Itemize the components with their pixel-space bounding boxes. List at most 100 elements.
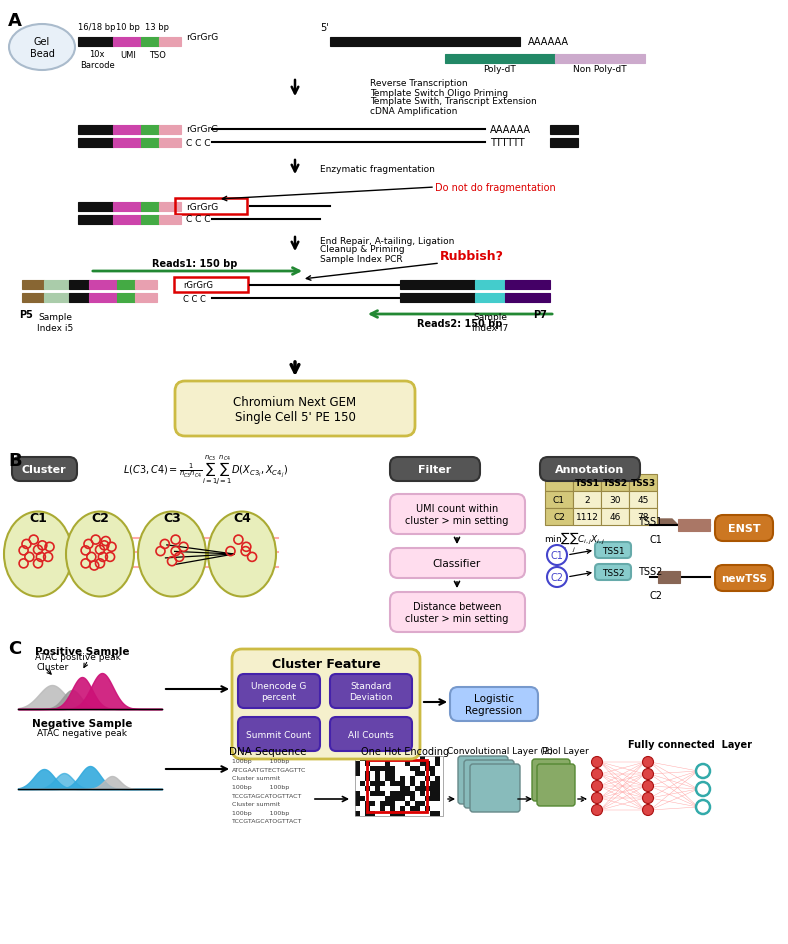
Bar [117, 294, 135, 303]
Bar [400, 796, 405, 801]
Bar [360, 767, 365, 771]
Bar [395, 776, 400, 781]
Bar [420, 801, 425, 806]
Text: Cleanup & Priming: Cleanup & Priming [320, 245, 404, 254]
Bar [420, 771, 425, 776]
Text: Rubbish?: Rubbish? [440, 249, 504, 262]
Text: 78: 78 [637, 513, 649, 521]
Text: C4: C4 [233, 512, 251, 525]
Bar [425, 767, 429, 771]
Bar [370, 782, 375, 785]
Bar [400, 806, 405, 811]
Bar [629, 509, 657, 526]
Text: TSS2: TSS2 [602, 568, 624, 577]
Bar [330, 38, 520, 47]
Bar [420, 786, 425, 791]
Bar [390, 796, 395, 801]
Bar [355, 786, 359, 791]
Bar [365, 771, 370, 776]
Text: Cluster summit: Cluster summit [232, 776, 280, 781]
Bar [430, 786, 435, 791]
FancyBboxPatch shape [330, 717, 412, 751]
Bar [380, 771, 385, 776]
Bar [545, 492, 573, 509]
Circle shape [592, 804, 603, 816]
Bar [390, 761, 395, 766]
Bar [365, 776, 370, 781]
Bar [420, 791, 425, 796]
Text: 10x
Barcode: 10x Barcode [80, 50, 114, 70]
Bar [390, 801, 395, 806]
Text: Cluster summit: Cluster summit [232, 801, 280, 806]
Bar [360, 811, 365, 816]
Bar [601, 475, 629, 492]
FancyBboxPatch shape [330, 674, 412, 708]
Text: Gel
Bead: Gel Bead [30, 37, 54, 59]
Text: 2: 2 [584, 496, 589, 504]
Text: Cluster: Cluster [36, 662, 69, 671]
Bar [425, 791, 429, 796]
Bar [475, 294, 505, 303]
Text: C C C: C C C [186, 215, 210, 225]
Bar [435, 786, 440, 791]
Bar [400, 280, 475, 290]
Bar [415, 791, 420, 796]
Bar [390, 791, 395, 796]
Bar [425, 786, 429, 791]
Bar [395, 761, 400, 766]
Bar [159, 216, 181, 225]
Text: P7: P7 [533, 310, 547, 320]
Text: TTTTTT: TTTTTT [490, 138, 525, 148]
Bar [375, 796, 380, 801]
Bar [355, 771, 359, 776]
FancyBboxPatch shape [537, 765, 575, 806]
Bar [113, 38, 141, 47]
Bar [78, 203, 113, 211]
Bar [445, 55, 555, 64]
Bar [425, 796, 429, 801]
Bar [405, 806, 410, 811]
Bar [89, 280, 117, 290]
Bar [435, 761, 440, 766]
Bar [385, 796, 390, 801]
FancyBboxPatch shape [238, 717, 320, 751]
Bar [410, 782, 414, 785]
Bar [629, 475, 657, 492]
Text: C1: C1 [551, 550, 563, 561]
Text: Cluster Feature: Cluster Feature [272, 658, 381, 671]
Bar [385, 782, 390, 785]
Bar [435, 806, 440, 811]
Bar [410, 756, 414, 761]
Text: C2: C2 [650, 590, 663, 600]
FancyBboxPatch shape [450, 687, 538, 721]
FancyBboxPatch shape [540, 458, 640, 481]
Bar [415, 767, 420, 771]
Bar [365, 782, 370, 785]
Bar [360, 801, 365, 806]
Text: $\min\sum_i\sum_j C_{i,j}X_{i,j}$: $\min\sum_i\sum_j C_{i,j}X_{i,j}$ [545, 531, 606, 554]
Text: Reads1: 150 bp: Reads1: 150 bp [152, 259, 238, 269]
Bar [375, 806, 380, 811]
Bar [390, 771, 395, 776]
Bar [400, 294, 475, 303]
Bar [385, 771, 390, 776]
Bar [420, 756, 425, 761]
Text: Reads2: 150 bp: Reads2: 150 bp [418, 319, 503, 329]
Bar [360, 756, 365, 761]
FancyBboxPatch shape [12, 458, 77, 481]
Text: newTSS: newTSS [721, 573, 767, 583]
Bar [410, 791, 414, 796]
Bar [420, 776, 425, 781]
Text: TSS2: TSS2 [638, 566, 663, 577]
Bar [435, 796, 440, 801]
Bar [415, 756, 420, 761]
Circle shape [696, 783, 710, 796]
FancyBboxPatch shape [595, 565, 631, 581]
Bar [360, 782, 365, 785]
Text: 30: 30 [609, 496, 621, 504]
Bar [375, 801, 380, 806]
Bar [380, 786, 385, 791]
Text: 13 bp: 13 bp [145, 24, 169, 32]
Bar [375, 786, 380, 791]
Text: C2: C2 [551, 572, 563, 582]
